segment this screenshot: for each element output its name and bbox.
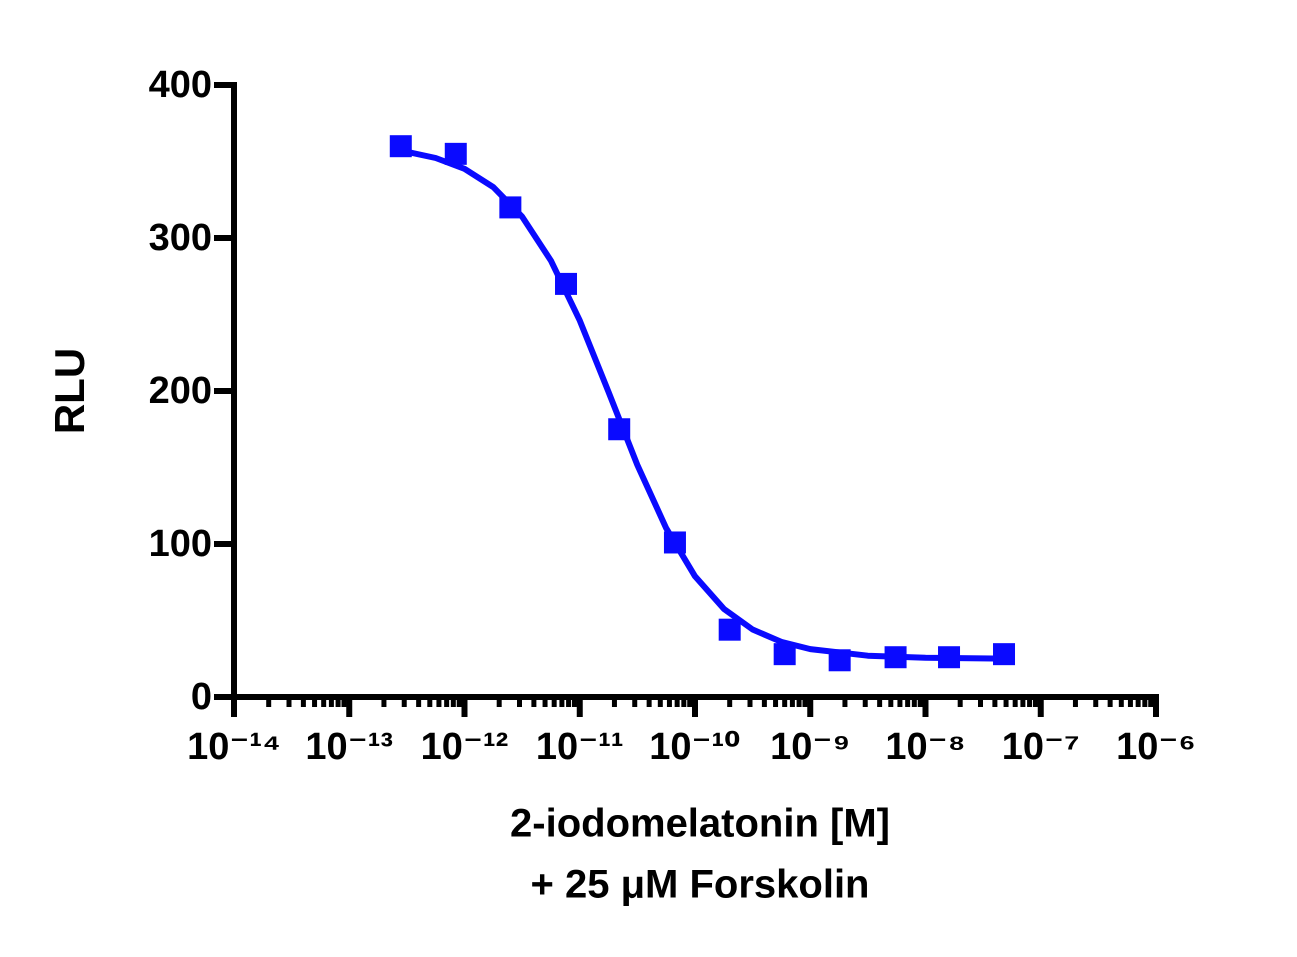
fit-curve <box>400 147 1005 662</box>
x-tick-label: 10⁻¹⁴ <box>187 726 281 768</box>
data-point <box>828 649 851 672</box>
data-point <box>884 646 907 669</box>
data-point <box>444 142 467 165</box>
y-axis-label: RLU <box>46 348 93 434</box>
y-tick-label: 400 <box>149 64 212 106</box>
data-point <box>499 196 522 219</box>
x-tick-label: 10⁻¹³ <box>305 726 393 768</box>
x-tick-label: 10⁻⁸ <box>885 726 965 768</box>
x-tick-label: 10⁻¹¹ <box>536 726 624 768</box>
y-tick-label: 200 <box>149 370 212 412</box>
y-tick-label: 0 <box>191 676 212 718</box>
x-tick-label: 10⁻⁶ <box>1116 726 1196 768</box>
y-tick-label: 100 <box>149 523 212 565</box>
x-tick-label: 10⁻⁷ <box>1002 726 1080 768</box>
data-point <box>993 643 1016 666</box>
x-axis-label: 2-iodomelatonin [M] <box>510 802 890 846</box>
x-tick-label: 10⁻¹⁰ <box>649 726 741 768</box>
data-point <box>555 272 578 295</box>
data-point <box>773 643 796 666</box>
data-point <box>389 135 412 158</box>
data-point <box>718 618 741 641</box>
y-tick-label: 300 <box>149 217 212 259</box>
data-point <box>938 646 961 669</box>
data-point <box>608 418 631 441</box>
x-axis-label: + 25 μM Forskolin <box>530 863 869 907</box>
data-point <box>663 531 686 554</box>
x-tick-label: 10⁻⁹ <box>770 726 850 768</box>
x-tick-label: 10⁻¹² <box>421 726 509 768</box>
